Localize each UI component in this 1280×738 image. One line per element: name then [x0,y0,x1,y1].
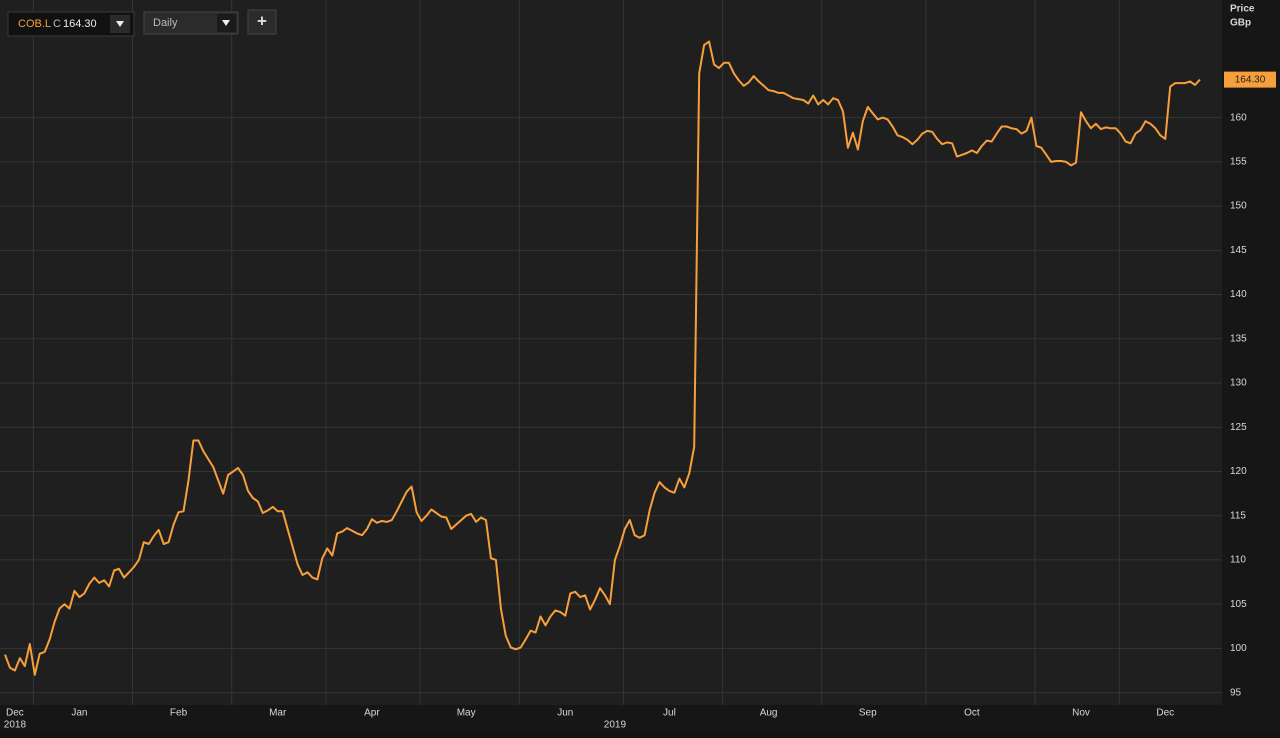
toolbar: COB.L C 164.30 Daily + [7,9,277,37]
x-tick-label: Feb [170,708,188,719]
y-tick-label: 160 [1230,112,1247,123]
grid [0,0,1222,705]
x-axis-area [0,705,1222,733]
close-prefix: C [53,18,61,30]
dropdown-arrow [222,20,230,26]
y-tick-label: 125 [1230,422,1247,433]
y-tick-label: 140 [1230,289,1247,300]
x-tick-label: Jul [663,708,676,719]
y-tick-label: 155 [1230,157,1247,168]
x-tick-label: Jun [557,708,573,719]
y-tick-label: 110 [1230,555,1246,566]
x-year-label: 2018 [4,720,27,731]
y-axis-title: Price [1230,4,1255,15]
y-tick-label: 145 [1230,245,1247,256]
interval: Daily [153,17,178,29]
price-line [4,40,1201,676]
dropdown-arrow [116,21,124,27]
x-tick-label: Dec [1156,708,1174,719]
y-axis-title: GBp [1230,18,1251,29]
last-price-label: 164.30 [1235,74,1266,85]
x-tick-label: Sep [859,708,877,719]
y-tick-label: 130 [1230,378,1247,389]
y-tick-label: 95 [1230,687,1242,698]
y-tick-label: 105 [1230,599,1247,610]
x-tick-label: May [457,708,476,719]
x-tick-label: Oct [964,708,980,719]
y-tick-label: 135 [1230,333,1247,344]
ticker: COB.L [18,18,51,30]
x-year-label: 2019 [604,720,627,731]
add-button[interactable] [247,9,277,35]
x-tick-label: Dec [6,708,24,719]
x-tick-label: Aug [760,708,778,719]
y-tick-label: 115 [1230,510,1246,521]
y-tick-label: 150 [1230,201,1247,212]
y-axis-area [1222,0,1280,733]
y-tick-label: 100 [1230,643,1247,654]
x-tick-label: Nov [1072,708,1090,719]
close-value: 164.30 [63,18,97,30]
last-price-tag [1224,71,1276,88]
x-tick-label: Jan [71,708,87,719]
y-tick-label: 120 [1230,466,1247,477]
x-tick-label: Apr [364,708,380,719]
interval-select[interactable] [143,11,239,35]
marks [4,40,1201,676]
x-tick-label: Mar [269,708,287,719]
add-button-label: + [257,11,267,30]
